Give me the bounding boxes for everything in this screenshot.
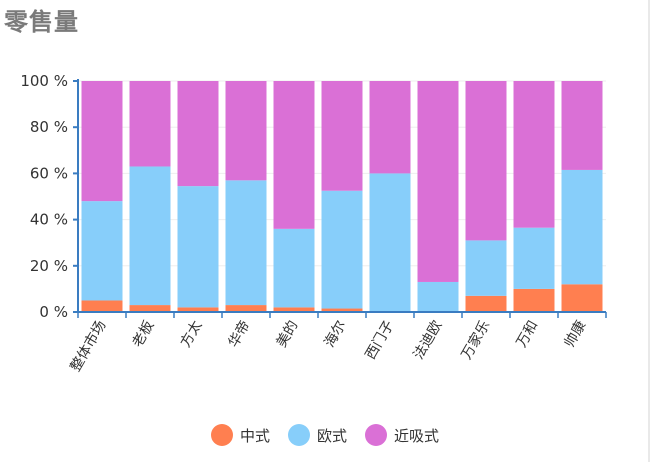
divider bbox=[648, 0, 650, 462]
y-axis-ticks: 0 % 20 % 40 % 60 % 80 % 100 % bbox=[20, 72, 78, 321]
bar-segment bbox=[417, 281, 459, 312]
y-tick-label: 0 % bbox=[39, 303, 68, 321]
y-tick-label: 20 % bbox=[30, 257, 68, 275]
legend-label: 中式 bbox=[239, 426, 270, 445]
x-tick-label: 万家乐 bbox=[458, 318, 494, 363]
bar-segment bbox=[465, 81, 507, 241]
x-tick-label: 海尔 bbox=[322, 318, 350, 350]
y-tick-label: 60 % bbox=[30, 164, 68, 182]
bar-segment bbox=[129, 305, 171, 312]
bar-segment bbox=[321, 308, 363, 312]
bar-segment bbox=[273, 81, 315, 229]
bar-segment bbox=[321, 81, 363, 191]
bar-segment bbox=[561, 284, 603, 312]
bar-segment bbox=[225, 180, 267, 306]
x-tick-label: 美的 bbox=[274, 318, 302, 350]
legend: 中式 欧式 近吸式 bbox=[0, 424, 650, 446]
bar-segment bbox=[81, 300, 123, 312]
bar-segment bbox=[177, 307, 219, 312]
bar-segment bbox=[225, 305, 267, 312]
bar-segment bbox=[225, 81, 267, 181]
legend-item[interactable]: 中式 bbox=[210, 424, 270, 446]
legend-swatch bbox=[210, 424, 233, 446]
x-tick-label: 西门子 bbox=[363, 318, 398, 362]
bar-segment bbox=[465, 295, 507, 312]
chart-title: 零售量 bbox=[4, 8, 79, 36]
legend-label: 近吸式 bbox=[394, 426, 440, 445]
bar-segment bbox=[177, 186, 219, 308]
x-tick-label: 整体市场 bbox=[67, 318, 110, 375]
legend-swatch bbox=[287, 424, 310, 446]
bar-segment bbox=[513, 288, 555, 312]
x-tick-label: 法迪欧 bbox=[411, 318, 446, 362]
legend-item[interactable]: 近吸式 bbox=[365, 424, 439, 446]
x-tick-label: 老板 bbox=[130, 318, 158, 350]
bar-segment bbox=[321, 190, 363, 309]
bar-segment bbox=[369, 81, 411, 174]
x-tick-label: 华帝 bbox=[226, 318, 254, 350]
bar-segment bbox=[81, 81, 123, 202]
bar-segment bbox=[561, 169, 603, 285]
bar-segment bbox=[561, 81, 603, 170]
bar-segment bbox=[465, 240, 507, 296]
bar-segment bbox=[273, 307, 315, 312]
bar-segment bbox=[513, 81, 555, 228]
legend-label: 欧式 bbox=[316, 426, 347, 445]
bar-segment bbox=[513, 227, 555, 289]
bar-segment bbox=[417, 81, 459, 282]
bar-segment bbox=[129, 81, 171, 167]
y-tick-label: 40 % bbox=[30, 211, 68, 229]
x-axis-ticks: 整体市场 老板 方太 华帝 美的 海尔 西门子 法迪欧 万家乐 万和 帅康 bbox=[67, 312, 607, 375]
x-tick-label: 帅康 bbox=[561, 318, 590, 351]
bar-segment bbox=[129, 166, 171, 306]
y-tick-label: 100 % bbox=[20, 72, 68, 90]
bar-segment bbox=[273, 228, 315, 308]
y-tick-label: 80 % bbox=[30, 118, 68, 136]
bar-segment bbox=[177, 81, 219, 187]
x-tick-label: 方太 bbox=[178, 318, 206, 350]
x-tick-label: 万和 bbox=[514, 318, 542, 350]
legend-swatch bbox=[365, 424, 387, 446]
bar-segment bbox=[369, 173, 411, 312]
legend-item[interactable]: 欧式 bbox=[287, 424, 347, 446]
bars bbox=[81, 81, 603, 312]
bar-segment bbox=[81, 201, 123, 301]
